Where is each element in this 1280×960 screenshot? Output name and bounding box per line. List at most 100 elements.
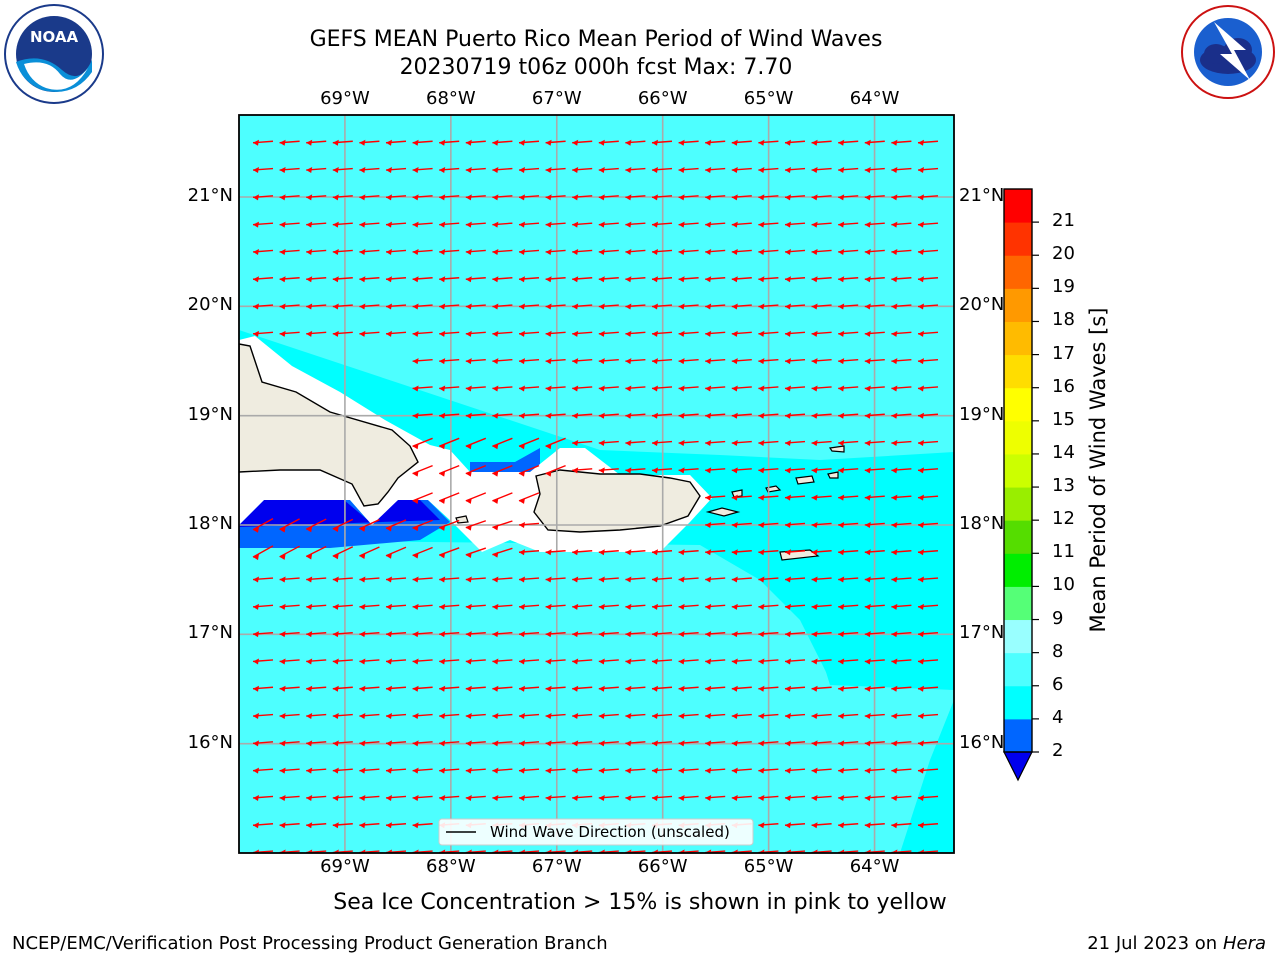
wave-vector-head	[731, 467, 738, 474]
wave-vector-head	[545, 685, 552, 692]
wave-vector-head	[678, 576, 685, 583]
wave-vector-head	[359, 713, 366, 720]
wave-vector-head	[359, 794, 366, 801]
wave-vector-head	[758, 303, 765, 310]
wave-vector-head	[465, 631, 472, 638]
wave-vector-head	[918, 685, 924, 692]
wave-vector-head	[625, 412, 632, 419]
wave-vector-head	[253, 276, 259, 283]
wave-vector-head	[572, 631, 579, 638]
wave-vector-head	[492, 194, 499, 201]
wave-vector-head	[465, 358, 472, 365]
wave-vector-head	[279, 767, 286, 774]
colorbar-segment	[1004, 387, 1032, 422]
wave-vector-head	[864, 576, 871, 583]
colorbar-tick-label: 2	[1052, 740, 1064, 761]
wave-vector-head	[386, 525, 392, 532]
wave-vector-head	[811, 358, 818, 365]
wave-vector-head	[492, 524, 499, 531]
wave-vector-head	[572, 221, 579, 228]
wave-vector-head	[545, 767, 552, 774]
wave-vector-head	[253, 139, 259, 146]
wave-vector-head	[918, 358, 924, 365]
colorbar-segment	[1004, 487, 1032, 521]
tick-label: 18°N	[187, 513, 233, 534]
wave-vector-head	[625, 794, 632, 801]
wave-vector-head	[386, 658, 392, 665]
wave-vector-head	[359, 658, 366, 665]
wave-vector-head	[439, 248, 446, 255]
colorbar-tick-label: 14	[1052, 441, 1075, 463]
wave-vector-head	[625, 549, 632, 556]
wave-vector-head	[412, 303, 419, 310]
wave-vector-head	[918, 330, 924, 337]
wave-vector-head	[572, 303, 579, 310]
wave-vector-head	[572, 713, 579, 720]
wave-vector-head	[465, 658, 472, 665]
wave-vector-head	[705, 685, 712, 692]
wave-vector-head	[678, 330, 685, 337]
wave-vector-head	[519, 221, 525, 228]
wave-vector-head	[465, 551, 472, 558]
wave-vector-head	[545, 385, 552, 392]
wave-vector-head	[332, 794, 339, 801]
wave-vector-head	[811, 494, 818, 501]
wave-vector-head	[519, 794, 525, 801]
wave-vector-head	[918, 740, 924, 747]
wave-vector-head	[492, 358, 499, 365]
wave-vector-head	[705, 658, 712, 665]
wave-vector-head	[705, 576, 712, 583]
wave-vector-head	[386, 685, 392, 692]
wave-vector-head	[386, 139, 392, 146]
wave-vector-head	[678, 248, 685, 255]
wave-vector-head	[785, 822, 791, 829]
wave-vector-head	[545, 194, 552, 201]
wave-vector-head	[439, 470, 446, 477]
wave-vector-head	[332, 248, 339, 255]
colorbar-tick-label: 16	[1052, 375, 1075, 397]
wave-vector-head	[705, 358, 712, 365]
footer-host: Hera	[1222, 933, 1266, 954]
wave-vector-head	[545, 248, 552, 255]
wave-vector-head	[891, 631, 898, 638]
wave-vector-head	[386, 194, 392, 201]
colorbar-segment	[1004, 222, 1032, 256]
wave-vector-head	[918, 412, 924, 419]
wave-vector-head	[598, 685, 605, 692]
wave-vector-head	[838, 385, 845, 392]
wave-vector-head	[519, 603, 525, 610]
wave-vector-head	[519, 576, 525, 583]
wave-vector-head	[519, 497, 525, 504]
wave-vector-head	[492, 497, 499, 504]
chart-subtitle: 20230719 t06z 000h fcst Max: 7.70	[399, 55, 793, 80]
wave-vector-head	[758, 139, 765, 146]
wave-vector-head	[439, 303, 446, 310]
wave-vector-head	[465, 443, 472, 450]
colorbar-segment	[1004, 255, 1032, 289]
wave-vector-head	[678, 385, 685, 392]
colorbar-tick-label: 15	[1052, 408, 1075, 430]
wave-vector-head	[465, 385, 472, 392]
wave-field-6-8-north	[239, 115, 954, 460]
wave-vector-head	[572, 576, 579, 583]
wave-vector-head	[492, 443, 499, 450]
tick-label: 68°W	[425, 856, 476, 877]
wave-vector-head	[332, 167, 339, 174]
wave-vector	[305, 545, 327, 558]
wave-vector-head	[864, 194, 871, 201]
wave-vector-head	[492, 603, 499, 610]
wave-vector-head	[439, 167, 446, 174]
wave-vector-head	[519, 303, 525, 310]
wave-vector-head	[705, 385, 712, 392]
wave-vector-head	[785, 194, 791, 201]
wave-vector-head	[864, 549, 871, 556]
wave-vector-head	[412, 385, 419, 392]
wave-vector-head	[545, 576, 552, 583]
wave-vector-head	[811, 549, 818, 556]
wave-vector-head	[519, 740, 525, 747]
wave-vector-head	[519, 330, 525, 337]
wave-vector-head	[918, 631, 924, 638]
wave-vector-head	[731, 358, 738, 365]
wave-vector-head	[412, 603, 419, 610]
wave-vector-head	[625, 713, 632, 720]
